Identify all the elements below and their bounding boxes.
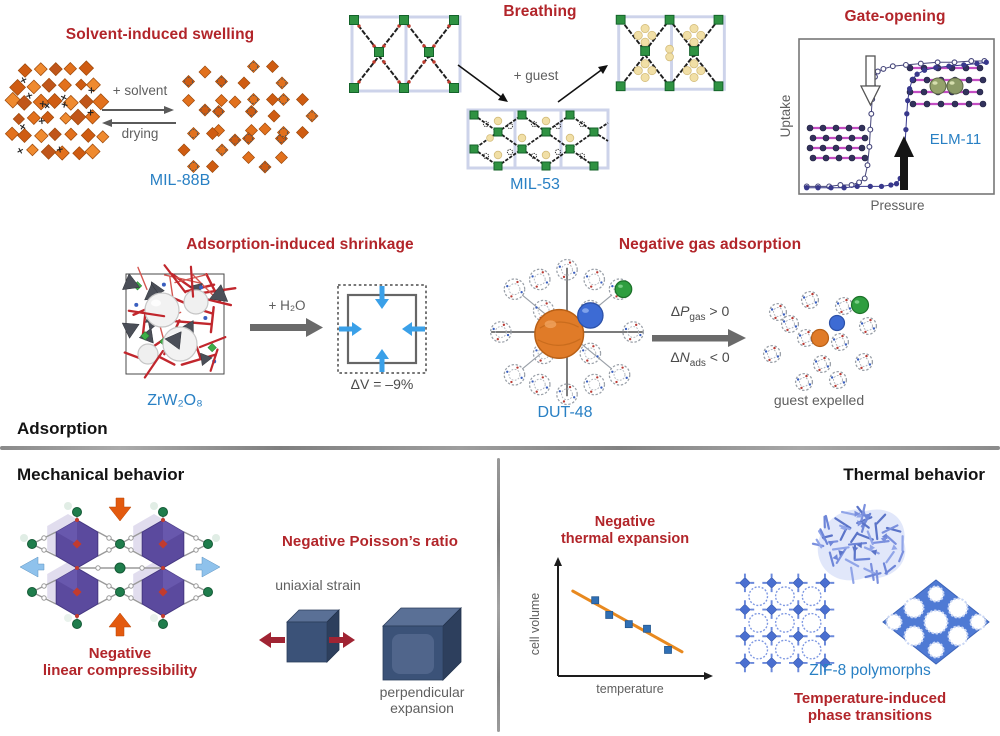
material-label-mil88b: MIL-88B <box>149 172 211 189</box>
gate-opening-title: Gate-opening <box>844 8 946 25</box>
phase-transition-caption: Temperature-induced phase transitions <box>793 690 947 725</box>
zif8-amorphous-structure <box>811 503 906 584</box>
shrinkage-title: Adsorption-induced shrinkage <box>186 236 414 253</box>
nlc-caption: Negative linear compressibility <box>42 645 198 680</box>
volume-contraction-diagram <box>337 284 427 374</box>
material-label-mil53: MIL-53 <box>510 176 560 193</box>
strain-arrow-icons <box>259 632 355 648</box>
mechanical-section-heading: Mechanical behavior <box>17 465 185 484</box>
perpendicular-expansion-label: perpendicular expansion <box>379 684 465 717</box>
mil53-open-guest-structure <box>615 14 726 92</box>
delta-v-label: ΔV = –9% <box>350 376 414 392</box>
mil88b-open-structure <box>177 60 319 174</box>
mil88b-closed-structure <box>4 60 110 161</box>
vertical-divider <box>497 458 500 732</box>
micropore-sphere-small <box>828 314 846 332</box>
small-cube <box>286 609 340 663</box>
thermal-section-heading: Thermal behavior <box>843 465 985 484</box>
poisson-cubes-diagram <box>259 607 462 681</box>
elm11-closed-structure <box>806 124 869 162</box>
inward-arrow-icons <box>339 286 425 372</box>
guest-molecules <box>486 116 575 160</box>
green-atoms <box>27 507 213 629</box>
nte-title: Negative thermal expansion <box>560 514 690 547</box>
zif8-dense-structure <box>882 579 990 665</box>
dut48-contracted-structure <box>762 290 878 392</box>
micropore-sphere-medium <box>577 302 604 329</box>
red-centers <box>72 518 168 618</box>
desorption-direction-arrow-icon <box>859 55 882 107</box>
material-label-dut48: DUT-48 <box>537 404 593 421</box>
reaction-arrow-icon <box>652 329 746 347</box>
horizontal-divider <box>0 446 1000 450</box>
solvent-forward-label: + solvent <box>112 83 168 98</box>
adsorption-direction-arrow-icon <box>894 136 914 190</box>
gate-plot-xlabel: Pressure <box>870 198 925 213</box>
guest-expelled-label: guest expelled <box>773 392 865 408</box>
reaction-arrow-icon <box>250 318 323 337</box>
uniaxial-strain-label: uniaxial strain <box>275 577 361 593</box>
bead-atoms <box>41 535 199 601</box>
guest-molecules <box>633 24 706 82</box>
mesopore-sphere-large <box>534 308 585 359</box>
nlc-structure <box>19 497 221 637</box>
breathing-arrows <box>457 64 608 103</box>
mesopore-sphere-small <box>810 328 830 348</box>
left-arrow-icon <box>102 119 112 127</box>
nte-plot <box>554 557 713 680</box>
adsorption-section-label: Adsorption <box>17 419 108 438</box>
nga-title: Negative gas adsorption <box>618 236 802 253</box>
nte-ylabel: cell volume <box>528 592 542 656</box>
zif8-cubic-structure <box>735 573 835 673</box>
gate-plot-ylabel: Uptake <box>778 94 793 138</box>
adsorbed-gas-sphere <box>929 77 947 95</box>
cavity-sphere <box>183 289 209 315</box>
x-axis-arrow-icon <box>704 672 713 680</box>
guest-label: + guest <box>513 68 559 83</box>
gate-opening-isotherm-plot <box>798 38 995 195</box>
solvent-reverse-label: drying <box>121 126 159 141</box>
zrw2o8-structure <box>121 264 237 379</box>
expelled-guest-sphere <box>850 295 870 315</box>
guest-sphere-small <box>614 280 633 299</box>
y-axis-arrow-icon <box>554 557 562 566</box>
right-arrow-icon <box>164 106 174 114</box>
dut48-structure <box>489 258 645 406</box>
down-right-arrow-icon <box>498 93 508 102</box>
large-cube <box>382 607 462 681</box>
material-label-zrw2o8: ZrW₂O₈ <box>147 392 203 409</box>
material-label-zif8: ZIF-8 polymorphs <box>809 662 931 679</box>
nte-xlabel: temperature <box>596 682 664 696</box>
breathing-title: Breathing <box>503 3 577 20</box>
up-right-arrow-icon <box>598 65 608 74</box>
h2o-arrow-label: + H₂O <box>268 298 306 313</box>
delta-p-label: ΔPgas > 0 <box>670 303 730 323</box>
expansion-arrow-icons <box>19 556 221 578</box>
mil53-open-structure <box>349 15 462 93</box>
compression-arrow-icons <box>108 497 132 637</box>
delta-n-label: ΔNads < 0 <box>670 349 730 369</box>
poisson-title: Negative Poisson’s ratio <box>281 533 459 550</box>
adsorbed-gas-sphere <box>946 77 964 95</box>
mil53-closed-structure <box>466 108 610 171</box>
material-label-elm11: ELM-11 <box>929 131 982 148</box>
cavity-sphere <box>137 343 159 365</box>
cavity-sphere <box>144 292 180 328</box>
solvent-swelling-title: Solvent-induced swelling <box>65 26 255 43</box>
solvent-equilibrium-arrows <box>102 106 176 127</box>
